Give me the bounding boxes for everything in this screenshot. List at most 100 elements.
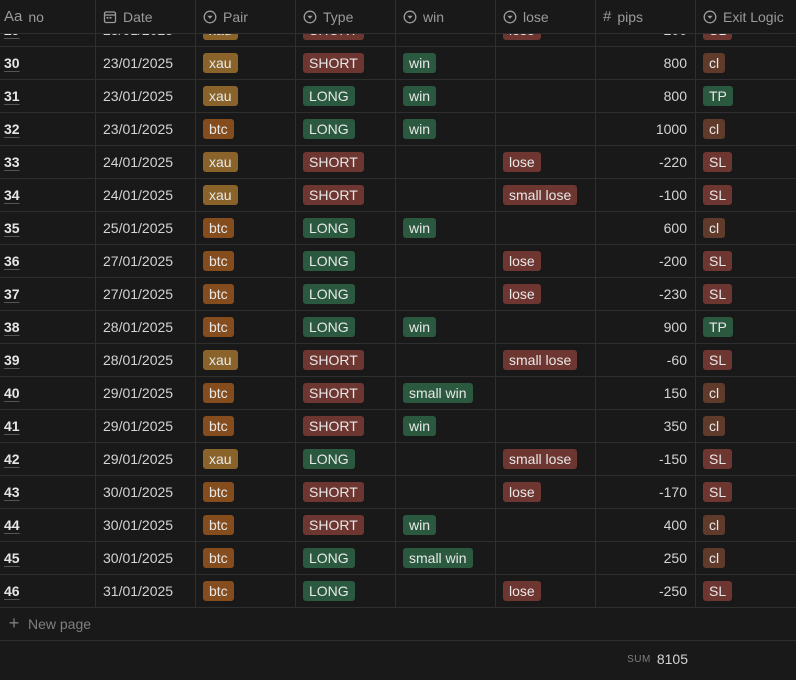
pips-cell: 350 xyxy=(595,410,695,442)
no-text: 31 xyxy=(4,88,20,104)
column-header[interactable]: lose xyxy=(495,0,595,33)
column-header[interactable]: Pair xyxy=(195,0,295,33)
new-page-label: New page xyxy=(28,615,92,632)
exit-tag: cl xyxy=(703,416,726,436)
pair-tag: btc xyxy=(203,119,234,139)
pair-cell: btc xyxy=(195,575,295,607)
lose-cell: small lose xyxy=(495,179,595,211)
header-label: lose xyxy=(523,8,549,25)
no-text: 39 xyxy=(4,352,20,368)
pair-cell: xau xyxy=(195,80,295,112)
lose-tag: small lose xyxy=(503,185,578,205)
table-row: 31 23/01/2025 xau LONG win 800 TP xyxy=(0,80,796,113)
sum-value: 8105 xyxy=(656,651,688,667)
date-text: 30/01/2025 xyxy=(103,484,174,500)
pair-cell: xau xyxy=(195,443,295,475)
lose-cell: lose xyxy=(495,278,595,310)
pips-cell: 900 xyxy=(595,311,695,343)
no-cell: 44 xyxy=(0,509,95,541)
pair-cell: xau xyxy=(195,344,295,376)
no-text: 44 xyxy=(4,517,20,533)
no-text: 36 xyxy=(4,253,20,269)
type-tag: SHORT xyxy=(303,482,364,502)
pair-tag: btc xyxy=(203,416,234,436)
no-cell: 36 xyxy=(0,245,95,277)
type-tag: SHORT xyxy=(303,53,364,73)
date-text: 27/01/2025 xyxy=(103,286,174,302)
no-text: 37 xyxy=(4,286,20,302)
win-cell xyxy=(395,278,495,310)
column-header[interactable]: Type xyxy=(295,0,395,33)
header-label: Date xyxy=(123,8,153,25)
win-cell xyxy=(395,179,495,211)
lose-cell: lose xyxy=(495,245,595,277)
pips-text: -100 xyxy=(658,187,687,203)
select-icon xyxy=(503,10,517,23)
pips-cell: 400 xyxy=(595,509,695,541)
table-row: 44 30/01/2025 btc SHORT win 400 cl xyxy=(0,509,796,542)
exit-tag: SL xyxy=(703,152,733,172)
pips-text: 1000 xyxy=(655,121,687,137)
date-cell: 29/01/2025 xyxy=(95,410,195,442)
no-cell: 34 xyxy=(0,179,95,211)
lose-cell: lose xyxy=(495,476,595,508)
header-label: Type xyxy=(323,8,354,25)
date-cell: 23/01/2025 xyxy=(95,80,195,112)
pips-text: 250 xyxy=(663,550,687,566)
win-tag: win xyxy=(403,416,437,436)
column-header[interactable]: # pips xyxy=(595,0,695,33)
win-cell xyxy=(395,245,495,277)
exit-cell: SL xyxy=(695,575,796,607)
lose-cell xyxy=(495,509,595,541)
no-text: 35 xyxy=(4,220,20,236)
no-text: 43 xyxy=(4,484,20,500)
win-tag: win xyxy=(403,515,437,535)
pair-tag: xau xyxy=(203,53,238,73)
lose-cell xyxy=(495,311,595,343)
no-cell: 33 xyxy=(0,146,95,178)
select-icon xyxy=(703,10,717,23)
sum-cell: SUM 8105 xyxy=(627,648,688,670)
pips-cell: -200 xyxy=(595,245,695,277)
type-cell: SHORT xyxy=(295,47,395,79)
date-cell: 24/01/2025 xyxy=(95,146,195,178)
table-row: 30 23/01/2025 xau SHORT win 800 cl xyxy=(0,47,796,80)
type-cell: LONG xyxy=(295,311,395,343)
win-cell: win xyxy=(395,80,495,112)
table-row: 40 29/01/2025 btc SHORT small win 150 cl xyxy=(0,377,796,410)
pips-text: -60 xyxy=(666,352,687,368)
pips-cell: 800 xyxy=(595,80,695,112)
header-label: pips xyxy=(617,8,644,25)
pips-cell: -230 xyxy=(595,278,695,310)
pair-tag: btc xyxy=(203,251,234,271)
no-cell: 46 xyxy=(0,575,95,607)
column-header[interactable]: win xyxy=(395,0,495,33)
type-tag: SHORT xyxy=(303,185,364,205)
lose-cell xyxy=(495,410,595,442)
exit-cell: SL xyxy=(695,179,796,211)
pips-text: 800 xyxy=(663,88,687,104)
header-label: Pair xyxy=(223,8,248,25)
exit-tag: SL xyxy=(703,482,733,502)
date-text: 27/01/2025 xyxy=(103,253,174,269)
type-tag: LONG xyxy=(303,251,355,271)
column-header[interactable]: Exit Logic xyxy=(695,0,796,33)
column-divider xyxy=(195,0,196,607)
no-cell: 30 xyxy=(0,47,95,79)
pips-text: -220 xyxy=(658,154,687,170)
lose-cell: small lose xyxy=(495,344,595,376)
column-divider xyxy=(295,0,296,607)
lose-tag: lose xyxy=(503,284,541,304)
column-header[interactable]: Aa no xyxy=(0,0,95,33)
new-page-button[interactable]: + New page xyxy=(0,607,796,641)
table-row: 36 27/01/2025 btc LONG lose -200 SL xyxy=(0,245,796,278)
type-cell: LONG xyxy=(295,542,395,574)
date-cell: 25/01/2025 xyxy=(95,212,195,244)
pair-tag: btc xyxy=(203,548,234,568)
table-row: 39 28/01/2025 xau SHORT small lose -60 SL xyxy=(0,344,796,377)
no-text: 40 xyxy=(4,385,20,401)
column-header[interactable]: Date xyxy=(95,0,195,33)
type-tag: SHORT xyxy=(303,383,364,403)
pips-text: -250 xyxy=(658,583,687,599)
